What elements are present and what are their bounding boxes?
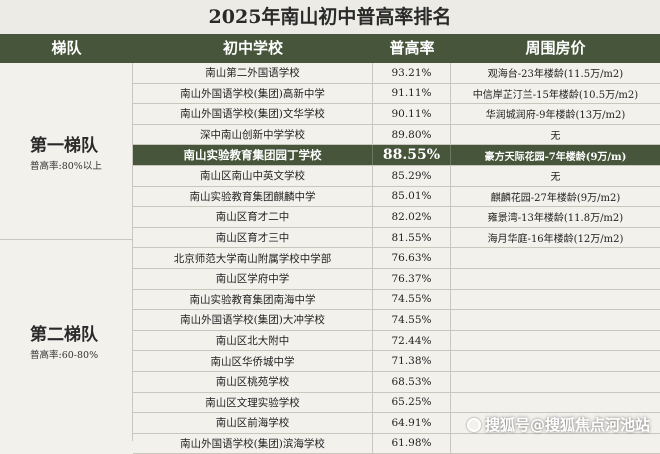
rate-cell: 68.53%: [373, 371, 451, 392]
rate-cell: 61.98%: [373, 433, 451, 454]
tier-one-subtitle: 普高率:80%以上: [30, 161, 102, 172]
rate-cell: 64.91%: [373, 413, 451, 433]
housing-cell: 海月华庭-16年楼龄(12万/m2): [487, 234, 624, 246]
table-row: 深中南山创新中学学校 89.80% 无: [133, 124, 660, 146]
housing-cell: [451, 434, 660, 454]
housing-cell: 麒麟花园-27年楼龄(9万/m2): [490, 192, 621, 204]
school-cell: 南山区学府中学: [133, 268, 373, 289]
school-cell: 南山外国语学校(集团)文华学校: [133, 104, 373, 124]
table-row: 南山外国语学校(集团)高新中学 91.11% 中信岸芷汀兰-15年楼龄(10.5万/…: [133, 83, 660, 105]
table-row: 南山实验教育集团南海中学 74.55%: [133, 289, 660, 311]
header-rate: 普高率: [389, 39, 435, 57]
rate-cell: 82.02%: [373, 207, 451, 227]
school-cell: 南山区华侨城中学: [133, 351, 373, 371]
table-row: 南山区前海学校 64.91%: [133, 413, 660, 434]
tier-two-name: 第二梯队: [30, 325, 98, 345]
rate-cell: 65.25%: [373, 392, 451, 413]
housing-cell: [451, 331, 660, 351]
school-cell: 南山区北大附中: [133, 330, 373, 351]
rate-cell: 93.21%: [373, 63, 451, 83]
table-row: 南山区学府中学 76.37%: [133, 268, 660, 290]
school-cell: 南山实验教育集团麒麟中学: [133, 186, 373, 207]
school-cell: 南山区育才三中: [133, 227, 373, 248]
rate-cell: 89.80%: [373, 124, 451, 145]
housing-cell: [451, 290, 660, 310]
page-title: 2025年南山初中普高率排名: [0, 0, 660, 34]
rate-cell: 72.44%: [373, 330, 451, 351]
sohu-logo-icon: [466, 417, 481, 432]
school-cell: 南山区南山中英文学校: [133, 165, 373, 186]
rate-cell: 81.55%: [373, 227, 451, 248]
table-row: 南山区华侨城中学 71.38%: [133, 351, 660, 372]
rate-cell: 71.38%: [373, 351, 451, 371]
school-cell: 南山第二外国语学校: [133, 63, 373, 83]
table-header: 梯队 初中学校 普高率 周围房价: [0, 34, 660, 63]
housing-cell: 华润城润府-9年楼龄(13万/m2): [485, 110, 626, 122]
ranking-table-body: 南山第二外国语学校 93.21% 观海台-23年楼龄(11.5万/m2) 南山外国语学…: [133, 63, 660, 454]
table-row: 南山实验教育集团麒麟中学 85.01% 麒麟花园-27年楼龄(9万/m2): [133, 186, 660, 208]
housing-cell: 雍景湾-13年楼龄(11.8万/m2): [487, 213, 624, 225]
school-cell: 深中南山创新中学学校: [133, 124, 373, 145]
school-cell: 南山外国语学校(集团)大冲学校: [133, 310, 373, 330]
rate-cell: 85.01%: [373, 186, 451, 207]
school-cell: 北京师范大学南山附属学校中学部: [133, 248, 373, 268]
school-cell: 南山区文理实验学校: [133, 392, 373, 413]
rate-cell: 91.11%: [373, 83, 451, 104]
school-cell: 南山区育才二中: [133, 207, 373, 227]
table-row: 南山第二外国语学校 93.21% 观海台-23年楼龄(11.5万/m2): [133, 63, 660, 84]
rate-cell: 76.37%: [373, 268, 451, 289]
table-row: 北京师范大学南山附属学校中学部 76.63%: [133, 248, 660, 269]
tier-two-subtitle: 普高率:60-80%: [30, 350, 99, 361]
tier-one-cell: 第一梯队 普高率:80%以上: [0, 63, 133, 240]
housing-cell: 中信岸芷汀兰-15年楼龄(10.5万/m2): [472, 89, 639, 101]
table-row: 南山区北大附中 72.44%: [133, 330, 660, 352]
housing-cell: [451, 351, 660, 371]
header-tier: 梯队: [51, 39, 82, 57]
tier-one-name: 第一梯队: [30, 136, 98, 156]
table-row: 南山区育才二中 82.02% 雍景湾-13年楼龄(11.8万/m2): [133, 207, 660, 228]
table-row-highlighted: 南山实验教育集团园丁学校 88.55% 豪方天际花园-7年楼龄(9万/m): [133, 145, 660, 166]
table-row: 南山区南山中英文学校 85.29% 无: [133, 165, 660, 187]
tier-two-cell: 第二梯队 普高率:60-80%: [0, 240, 133, 441]
school-cell: 南山区桃苑学校: [133, 371, 373, 392]
rate-cell: 90.11%: [373, 104, 451, 124]
rate-cell: 88.55%: [373, 145, 451, 165]
school-cell: 南山实验教育集团南海中学: [133, 289, 373, 310]
rate-cell: 76.63%: [373, 248, 451, 268]
header-school: 初中学校: [222, 39, 283, 57]
housing-cell: [451, 248, 660, 268]
watermark: 搜狐号@搜狐焦点河池站: [466, 414, 650, 435]
school-cell: 南山外国语学校(集团)高新中学: [133, 83, 373, 104]
table-row: 南山区育才三中 81.55% 海月华庭-16年楼龄(12万/m2): [133, 227, 660, 249]
housing-cell: 观海台-23年楼龄(11.5万/m2): [487, 69, 624, 81]
housing-cell: [451, 372, 660, 392]
rate-cell: 74.55%: [373, 310, 451, 330]
housing-cell: 无: [550, 131, 561, 143]
housing-cell: [451, 269, 660, 289]
housing-cell: 豪方天际花园-7年楼龄(9万/m): [484, 151, 627, 163]
school-cell: 南山外国语学校(集团)滨海学校: [133, 433, 373, 454]
header-housing: 周围房价: [525, 39, 586, 57]
table-row: 南山外国语学校(集团)文华学校 90.11% 华润城润府-9年楼龄(13万/m2): [133, 104, 660, 125]
housing-cell: [451, 393, 660, 413]
table-row: 南山外国语学校(集团)滨海学校 61.98%: [133, 433, 660, 454]
housing-cell: 无: [550, 172, 561, 184]
school-cell: 南山实验教育集团园丁学校: [133, 145, 373, 165]
rate-cell: 74.55%: [373, 289, 451, 310]
table-row: 南山外国语学校(集团)大冲学校 74.55%: [133, 310, 660, 331]
housing-cell: [451, 310, 660, 330]
rate-cell: 85.29%: [373, 165, 451, 186]
watermark-text: 搜狐号@搜狐焦点河池站: [484, 416, 650, 434]
table-row: 南山区桃苑学校 68.53%: [133, 371, 660, 393]
school-cell: 南山区前海学校: [133, 413, 373, 433]
table-row: 南山区文理实验学校 65.25%: [133, 392, 660, 414]
